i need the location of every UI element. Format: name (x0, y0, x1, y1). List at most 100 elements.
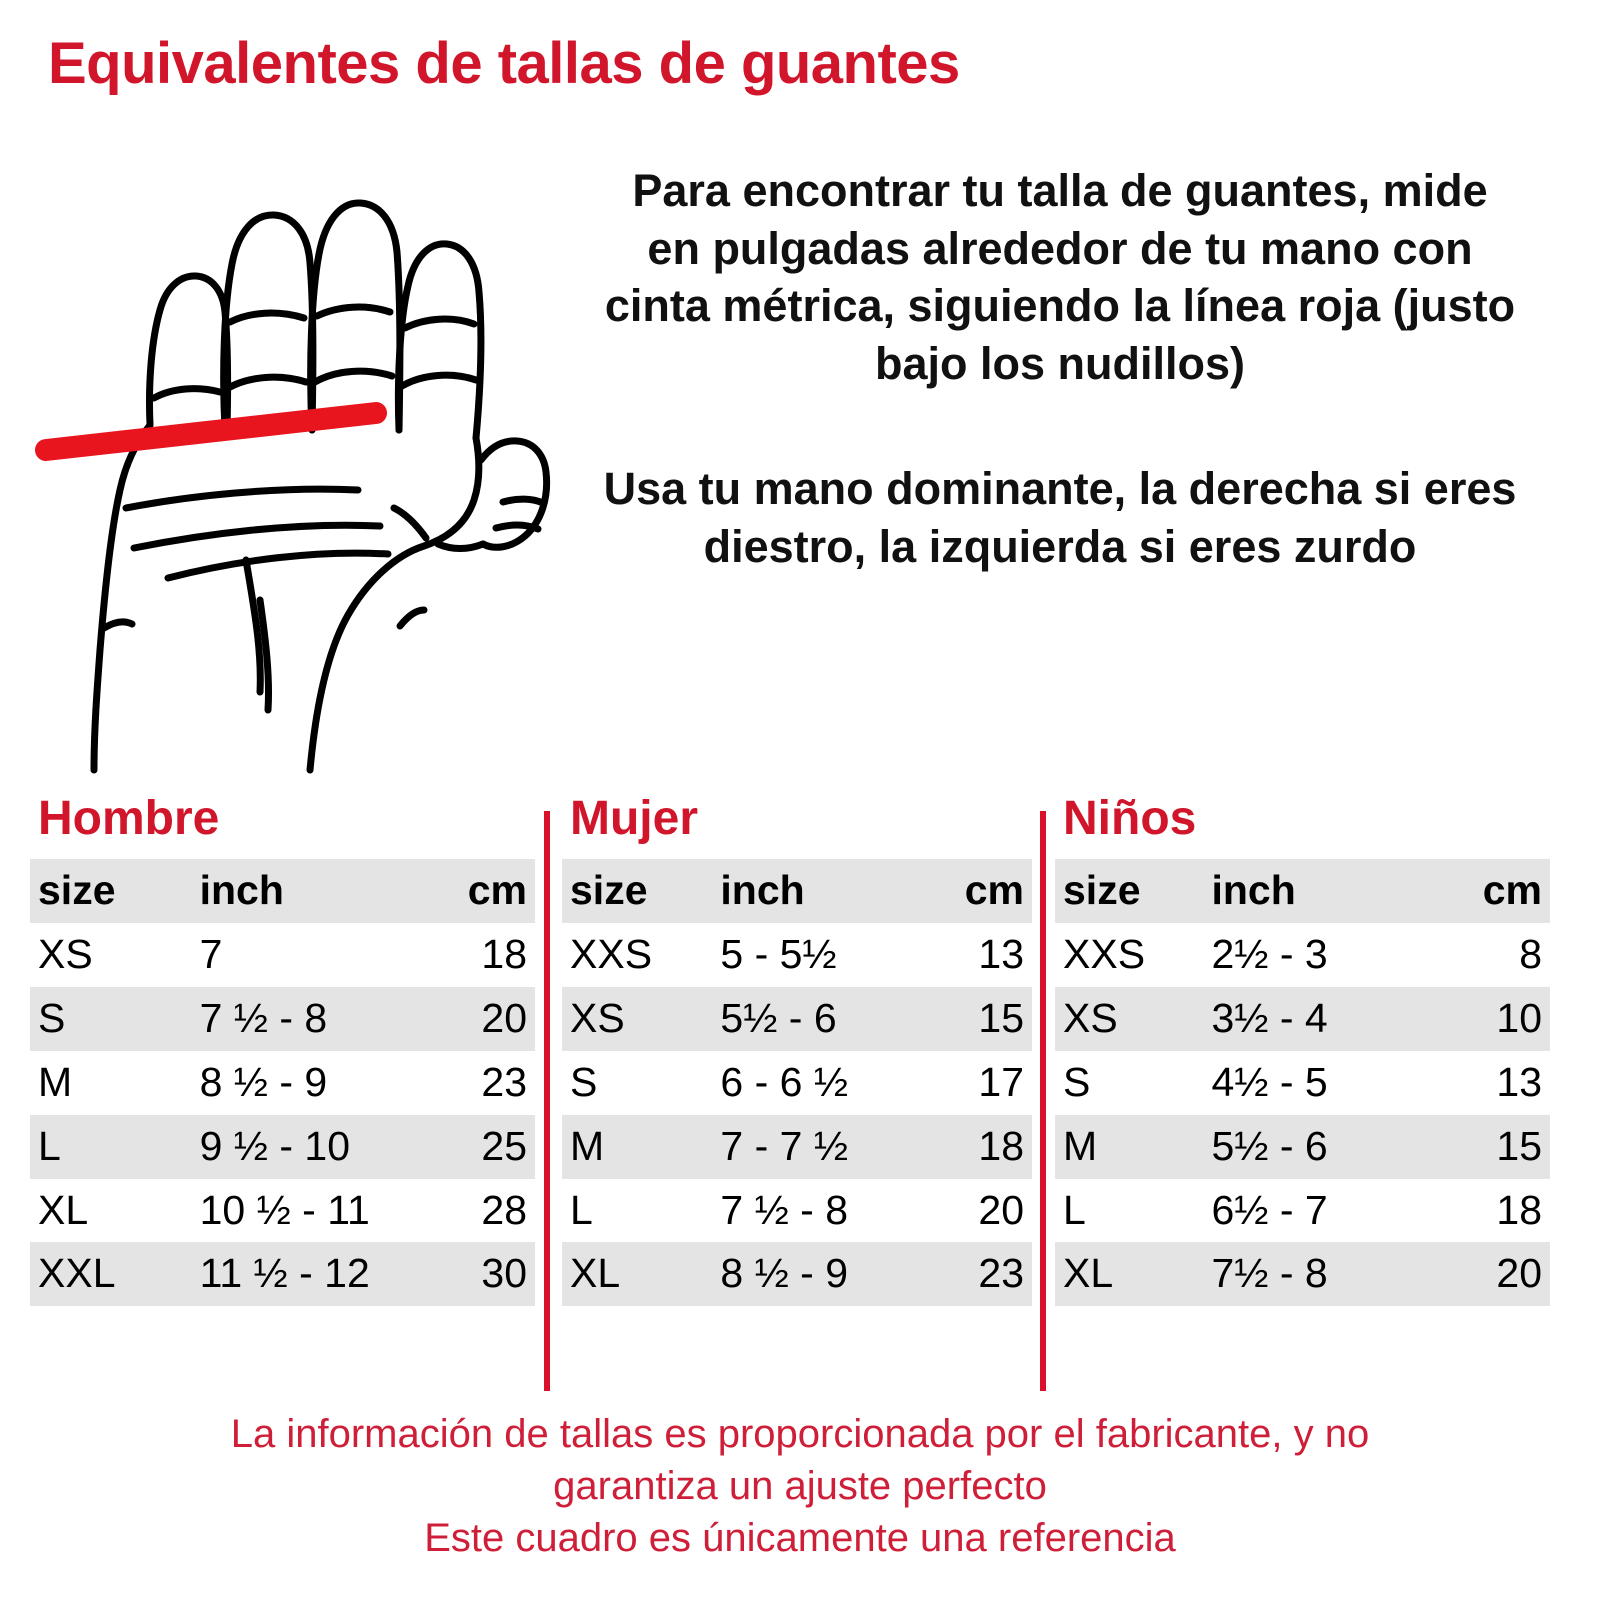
cell-size: XL (562, 1242, 713, 1307)
cell-inch: 6 - 6 ½ (712, 1050, 929, 1115)
cell-cm: 18 (1436, 1178, 1550, 1243)
cell-cm: 23 (928, 1242, 1032, 1307)
table-row: XS 7 18 (30, 922, 535, 987)
instructions-block: Para encontrar tu talla de guantes, mide… (600, 162, 1520, 576)
table-row: XXS 2½ - 3 8 (1055, 922, 1550, 987)
cell-inch: 7 - 7 ½ (712, 1114, 929, 1179)
table-row: XS 3½ - 4 10 (1055, 986, 1550, 1051)
cell-cm: 28 (423, 1178, 535, 1243)
col-header-cm: cm (1436, 859, 1550, 923)
size-table-women: Mujer size inch cm XXS 5 - 5½ 13 XS 5½ -… (562, 795, 1032, 1395)
cell-cm: 13 (928, 922, 1032, 987)
col-header-cm: cm (423, 859, 535, 923)
col-header-inch: inch (712, 859, 929, 923)
cell-size: M (562, 1114, 713, 1179)
cell-inch: 3½ - 4 (1203, 986, 1437, 1051)
cell-size: M (1055, 1114, 1204, 1179)
table-row: L 9 ½ - 10 25 (30, 1114, 535, 1179)
cell-cm: 20 (1436, 1242, 1550, 1307)
cell-inch: 10 ½ - 11 (191, 1178, 424, 1243)
cell-cm: 18 (928, 1114, 1032, 1179)
table-row: L 6½ - 7 18 (1055, 1178, 1550, 1243)
cell-cm: 18 (423, 922, 535, 987)
cell-size: XXS (1055, 922, 1204, 987)
table-row: XL 7½ - 8 20 (1055, 1242, 1550, 1307)
table-row: XS 5½ - 6 15 (562, 986, 1032, 1051)
cell-inch: 5½ - 6 (712, 986, 929, 1051)
cell-size: XXS (562, 922, 713, 987)
table-row: M 5½ - 6 15 (1055, 1114, 1550, 1179)
group-title-women: Mujer (570, 792, 699, 845)
group-title-kids: Niños (1063, 792, 1197, 845)
cell-inch: 9 ½ - 10 (191, 1114, 424, 1179)
column-divider-1 (544, 811, 550, 1391)
table-row: S 4½ - 5 13 (1055, 1050, 1550, 1115)
cell-cm: 15 (928, 986, 1032, 1051)
cell-size: L (562, 1178, 713, 1243)
col-header-size: size (562, 859, 713, 923)
size-tables-area: Hombre size inch cm XS 7 18 S 7 ½ - 8 (0, 795, 1600, 1395)
cell-inch: 7 ½ - 8 (191, 986, 424, 1051)
cell-cm: 20 (423, 986, 535, 1051)
cell-inch: 7 (191, 922, 424, 987)
cell-size: XXL (30, 1242, 192, 1307)
table-row: L 7 ½ - 8 20 (562, 1178, 1032, 1243)
col-header-size: size (1055, 859, 1204, 923)
cell-cm: 13 (1436, 1050, 1550, 1115)
cell-cm: 15 (1436, 1114, 1550, 1179)
cell-inch: 5 - 5½ (712, 922, 929, 987)
table-row: XL 8 ½ - 9 23 (562, 1242, 1032, 1307)
table-women: size inch cm XXS 5 - 5½ 13 XS 5½ - 6 15 … (562, 859, 1032, 1307)
measure-line (35, 402, 387, 461)
cell-cm: 25 (423, 1114, 535, 1179)
cell-inch: 7 ½ - 8 (712, 1178, 929, 1243)
page-title: Equivalentes de tallas de guantes (48, 31, 960, 96)
group-title-men: Hombre (38, 792, 220, 845)
table-men: size inch cm XS 7 18 S 7 ½ - 8 20 M (30, 859, 535, 1307)
cell-inch: 6½ - 7 (1203, 1178, 1437, 1243)
size-table-kids: Niños size inch cm XXS 2½ - 3 8 XS 3½ - … (1055, 795, 1550, 1395)
table-header-row: size inch cm (30, 859, 535, 923)
instruction-paragraph-1: Para encontrar tu talla de guantes, mide… (604, 165, 1516, 389)
cell-inch: 8 ½ - 9 (712, 1242, 929, 1307)
cell-cm: 17 (928, 1050, 1032, 1115)
column-divider-2 (1040, 811, 1046, 1391)
col-header-size: size (30, 859, 192, 923)
cell-cm: 23 (423, 1050, 535, 1115)
table-kids: size inch cm XXS 2½ - 3 8 XS 3½ - 4 10 S (1055, 859, 1550, 1307)
cell-size: XL (30, 1178, 192, 1243)
cell-size: XL (1055, 1242, 1204, 1307)
cell-size: M (30, 1050, 192, 1115)
cell-inch: 5½ - 6 (1203, 1114, 1437, 1179)
disclaimer-line-1: La información de tallas es proporcionad… (230, 1412, 1370, 1456)
table-row: M 8 ½ - 9 23 (30, 1050, 535, 1115)
cell-cm: 8 (1436, 922, 1550, 987)
cell-cm: 30 (423, 1242, 535, 1307)
col-header-cm: cm (928, 859, 1032, 923)
cell-inch: 8 ½ - 9 (191, 1050, 424, 1115)
cell-size: L (30, 1114, 192, 1179)
hand-measurement-diagram (28, 130, 558, 780)
disclaimer-line-2: garantiza un ajuste perfecto (553, 1464, 1047, 1508)
cell-size: S (562, 1050, 713, 1115)
cell-inch: 7½ - 8 (1203, 1242, 1437, 1307)
table-header-row: size inch cm (562, 859, 1032, 923)
col-header-inch: inch (191, 859, 424, 923)
cell-inch: 2½ - 3 (1203, 922, 1437, 987)
cell-inch: 11 ½ - 12 (191, 1242, 424, 1307)
table-row: XL 10 ½ - 11 28 (30, 1178, 535, 1243)
cell-cm: 20 (928, 1178, 1032, 1243)
cell-size: XS (562, 986, 713, 1051)
table-header-row: size inch cm (1055, 859, 1550, 923)
col-header-inch: inch (1203, 859, 1437, 923)
size-table-men: Hombre size inch cm XS 7 18 S 7 ½ - 8 (30, 795, 535, 1395)
table-row: S 6 - 6 ½ 17 (562, 1050, 1032, 1115)
table-row: S 7 ½ - 8 20 (30, 986, 535, 1051)
table-row: XXL 11 ½ - 12 30 (30, 1242, 535, 1307)
cell-size: L (1055, 1178, 1204, 1243)
table-row: M 7 - 7 ½ 18 (562, 1114, 1032, 1179)
cell-size: S (1055, 1050, 1204, 1115)
cell-size: XS (30, 922, 192, 987)
cell-size: S (30, 986, 192, 1051)
cell-cm: 10 (1436, 986, 1550, 1051)
